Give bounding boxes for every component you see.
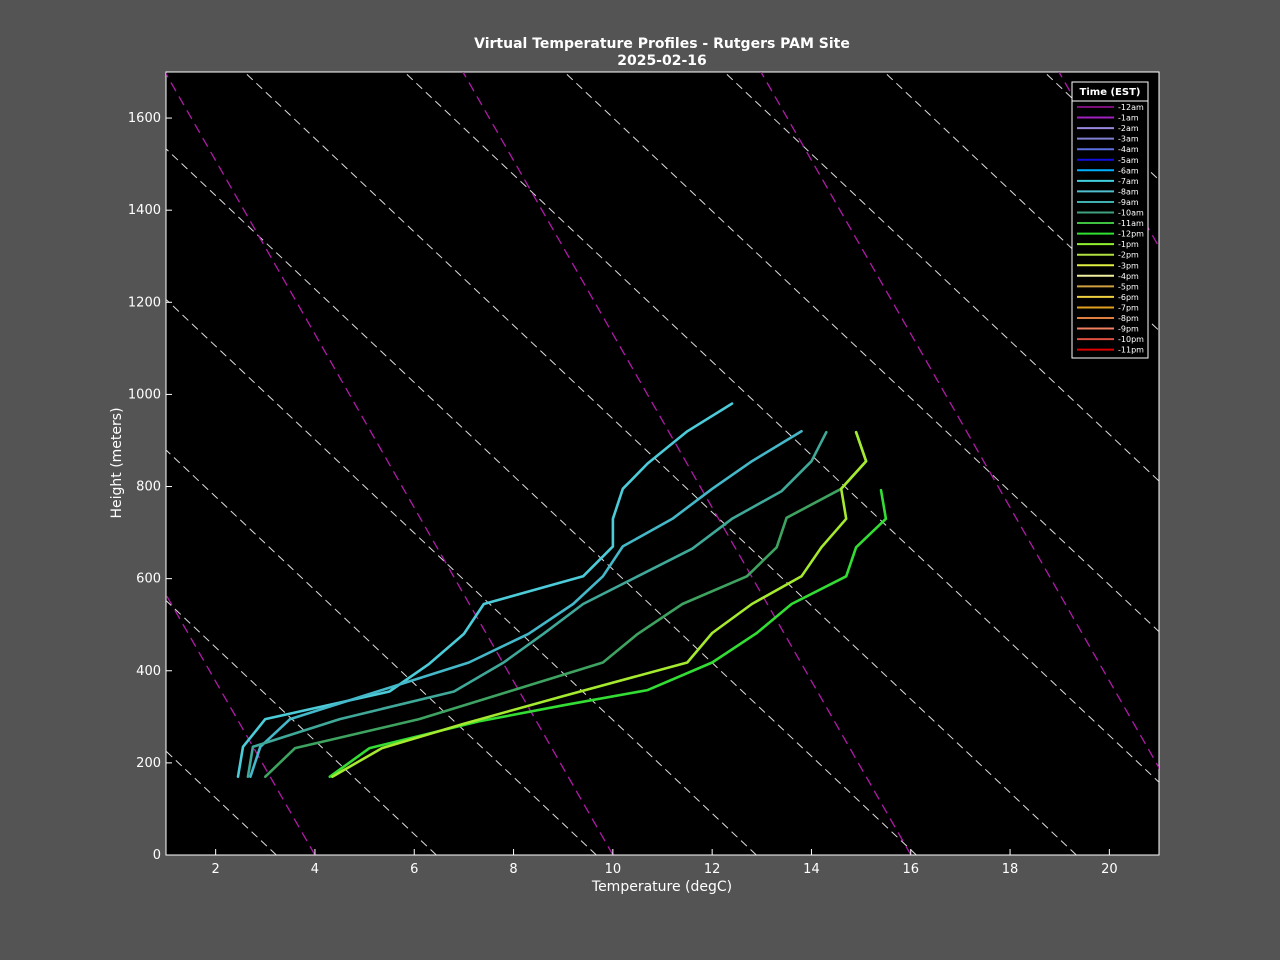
chart-title: Virtual Temperature Profiles - Rutgers P… [474,36,850,52]
legend-entry-label: -7pm [1118,303,1139,312]
moist-adiabat-line [462,72,912,855]
x-tick-label: 16 [902,862,919,877]
plot-area [165,71,1160,856]
x-axis-label: Temperature (degC) [591,879,732,895]
legend-entry-label: -8pm [1118,314,1139,323]
legend-entry-label: -5am [1118,156,1139,165]
profile-series [236,402,888,779]
legend-entry-label: -6am [1118,166,1139,175]
legend-entry-label: -2am [1118,124,1139,133]
legend-entry-label: -5pm [1118,282,1139,291]
legend-entry-label: -12am [1118,103,1144,112]
legend-entry-label: -1am [1118,114,1139,123]
legend-entry-label: -3am [1118,135,1139,144]
moist-adiabat-line [166,593,316,855]
reference-lines [0,72,1280,855]
legend-entry-label: -1pm [1118,240,1139,249]
legend-entry-label: -10am [1118,209,1144,218]
dry-adiabat-line [724,72,1159,482]
x-tick-label: 12 [704,862,721,877]
x-tick-label: 20 [1101,862,1118,877]
y-tick-label: 1000 [128,387,161,402]
x-tick-label: 10 [605,862,622,877]
legend-entry-label: -7am [1118,177,1139,186]
legend-entry-label: -4pm [1118,272,1139,281]
chart-subtitle: 2025-02-16 [617,53,707,69]
legend-entry-label: -11am [1118,219,1144,228]
series-line-9am [246,430,828,779]
y-tick-label: 1200 [128,295,161,310]
legend-title: Time (EST) [1080,87,1141,98]
legend-entry-label: -12pm [1118,230,1144,239]
legend: Time (EST) -12am -1am-2am -3am-4am -5am-6am… [1071,81,1149,359]
series-line-8am [249,429,803,779]
dry-adiabat-line [1204,72,1280,855]
y-tick-label: 600 [136,572,161,587]
legend-entry-label: -8am [1118,187,1139,196]
dry-adiabat-line [884,72,1159,332]
x-tick-label: 14 [803,862,820,877]
legend-entry-label: -9am [1118,198,1139,207]
y-tick-label: 200 [136,756,161,771]
series-line-1pm [330,430,868,779]
legend-entry-label: -9pm [1118,325,1139,334]
y-axis-label: Height (meters) [109,407,125,518]
y-tick-label: 800 [136,480,161,495]
legend-entry-label: -11pm [1118,346,1144,355]
x-tick-label: 6 [410,862,418,877]
y-axis: 0 200 400 600 800 1000 1200 1400 1600 [128,111,172,863]
moist-adiabat-line [166,72,614,855]
legend-entry-label: -2pm [1118,251,1139,260]
legend-entry-label: -3pm [1118,261,1139,270]
y-tick-label: 400 [136,664,161,679]
x-tick-label: 2 [212,862,220,877]
legend-entries: -12am -1am-2am -3am-4am -5am-6am -7am-8am -9a… [1077,103,1144,355]
x-tick-label: 4 [311,862,319,877]
dry-adiabat-line [166,148,917,855]
series-line-7am [236,402,734,779]
y-tick-label: 1400 [128,203,161,218]
dry-adiabat-line [0,72,116,855]
moist-adiabat-line [760,72,1159,770]
legend-entry-label: -6pm [1118,293,1139,302]
y-tick-label: 0 [153,848,161,863]
x-tick-label: 18 [1002,862,1019,877]
legend-entry-label: -4am [1118,145,1139,154]
y-tick-label: 1600 [128,111,161,126]
dry-adiabat-line [564,72,1159,633]
legend-entry-label: -10pm [1118,335,1144,344]
dry-adiabat-line [244,72,1077,855]
dry-adiabat-line [404,72,1159,783]
x-axis: 2 4 6 8 10 12 14 16 18 20 [212,849,1118,877]
x-tick-label: 8 [509,862,517,877]
